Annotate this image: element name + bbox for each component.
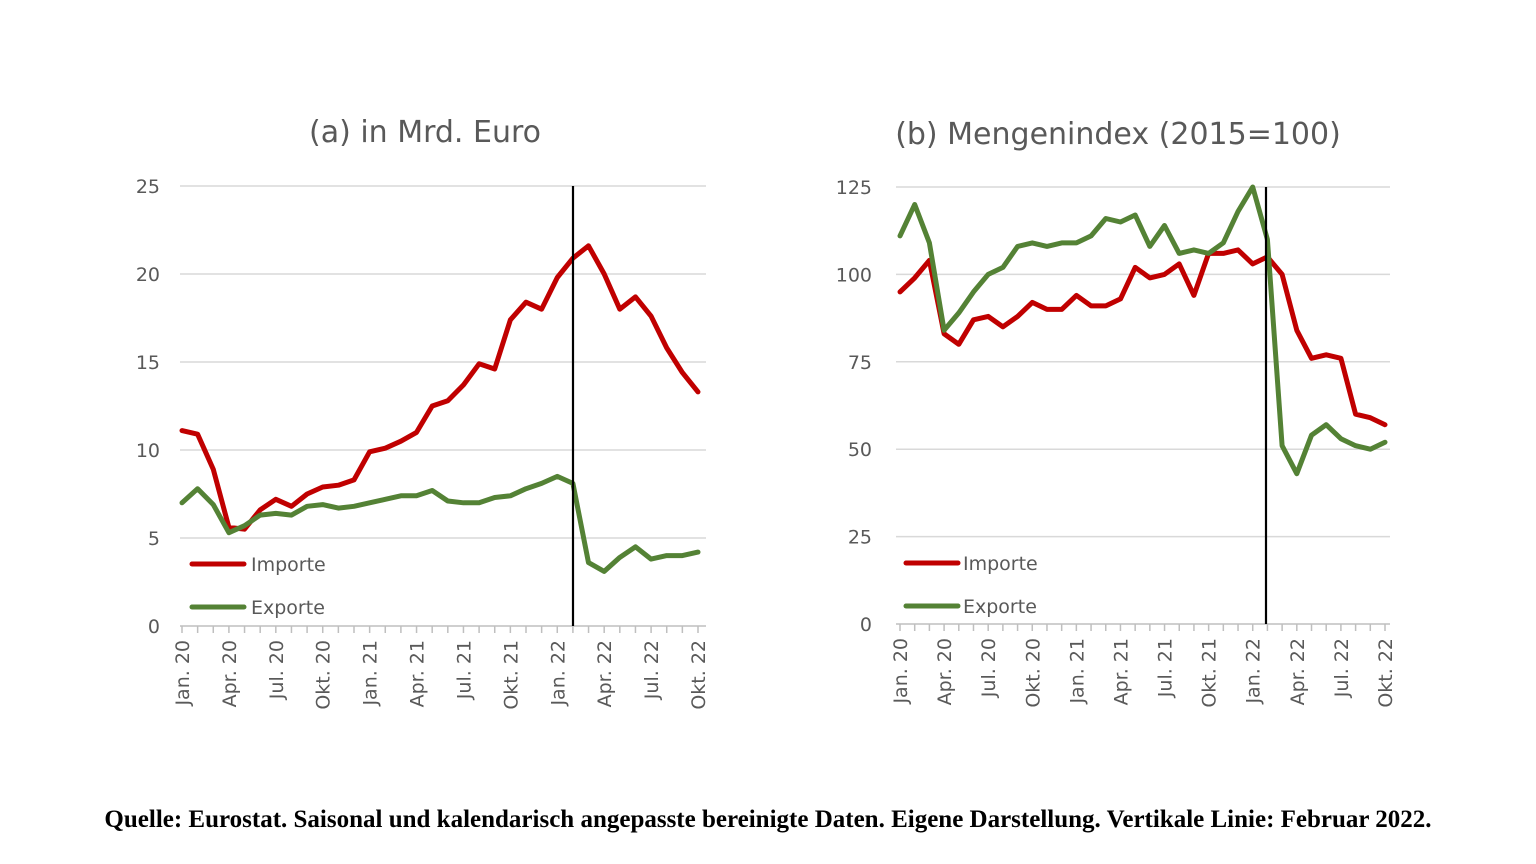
x-tick-label: Jul. 21 — [1155, 638, 1177, 698]
legend-label-exporte: Exporte — [963, 596, 1037, 618]
y-tick-label: 125 — [836, 177, 872, 199]
y-tick-label: 5 — [148, 528, 160, 550]
y-tick-label: 25 — [136, 176, 160, 198]
chart-b: (b) Mengenindex (2015=100) 0 25 50 75 100 125 J… — [836, 117, 1397, 708]
x-tick-label: Okt. 21 — [1199, 638, 1221, 708]
x-tick-label: Okt. 20 — [1022, 638, 1044, 708]
x-tick-label: Okt. 20 — [313, 640, 335, 710]
x-tick-label: Apr. 22 — [594, 640, 616, 707]
x-tick-label: Apr. 20 — [934, 638, 956, 705]
series-line-exporte — [897, 184, 1388, 477]
y-tick-label: 0 — [860, 614, 872, 636]
x-tick-label: Jan. 21 — [360, 640, 382, 707]
y-tick-label: 0 — [148, 616, 160, 638]
x-tick-label: Jul. 20 — [978, 638, 1000, 698]
series-line-importe — [179, 243, 701, 532]
chart-title: (b) Mengenindex (2015=100) — [895, 117, 1341, 152]
y-tick-label: 20 — [136, 264, 160, 286]
x-tick-label: Jan. 20 — [890, 638, 912, 705]
y-tick-label: 25 — [848, 527, 872, 549]
x-tick-label: Jan. 22 — [1243, 638, 1265, 705]
x-tick-label: Jan. 21 — [1066, 638, 1088, 705]
x-tick-label: Okt. 22 — [1375, 638, 1397, 708]
series-line-importe — [897, 247, 1388, 428]
x-tick-label: Okt. 21 — [500, 640, 522, 710]
legend-label-importe: Importe — [251, 554, 326, 576]
x-tick-label: Apr. 20 — [219, 640, 241, 707]
y-tick-label: 100 — [836, 264, 872, 286]
x-tick-label: Jul. 21 — [453, 640, 475, 700]
x-tick-label: Jul. 20 — [266, 640, 288, 700]
x-tick-label: Apr. 22 — [1287, 638, 1309, 705]
series-line-exporte — [179, 473, 701, 574]
legend-label-importe: Importe — [963, 553, 1038, 575]
y-tick-label: 15 — [136, 352, 160, 374]
source-caption: Quelle: Eurostat. Saisonal und kalendari… — [104, 806, 1432, 833]
legend-label-exporte: Exporte — [251, 597, 325, 619]
y-tick-label: 50 — [848, 439, 872, 461]
x-tick-label: Jul. 22 — [641, 640, 663, 700]
x-tick-label: Apr. 21 — [1110, 638, 1132, 705]
x-tick-label: Jan. 20 — [172, 640, 194, 707]
x-tick-label: Apr. 21 — [407, 640, 429, 707]
y-tick-label: 10 — [136, 440, 160, 462]
x-tick-label: Jul. 22 — [1331, 638, 1353, 698]
x-tick-label: Jan. 22 — [547, 640, 569, 707]
x-tick-label: Okt. 22 — [688, 640, 710, 710]
chart-a: (a) in Mrd. Euro 0 5 10 15 20 25 Jan. 20 Apr. 20… — [136, 115, 710, 710]
chart-title: (a) in Mrd. Euro — [309, 115, 541, 150]
y-tick-label: 75 — [848, 352, 872, 374]
